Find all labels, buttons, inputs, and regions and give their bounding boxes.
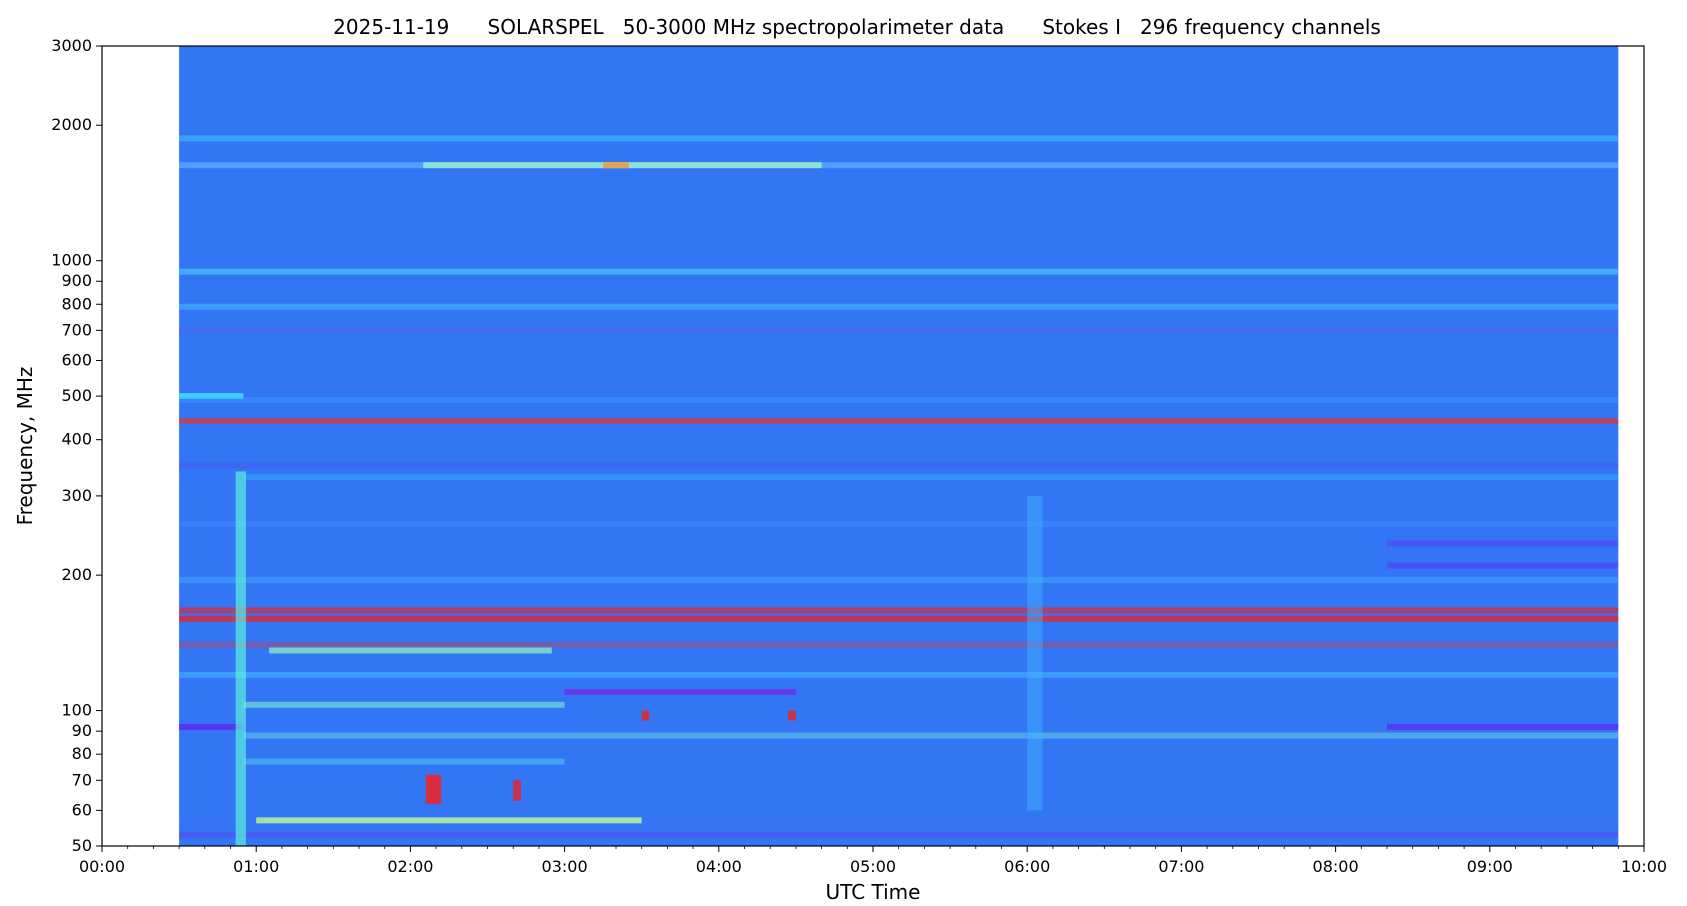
band-feature-18 <box>179 641 1619 648</box>
band-feature-7 <box>179 393 244 400</box>
band-feature-23 <box>179 723 244 730</box>
y-tick-label-1: 60 <box>72 800 92 819</box>
y-tick-label-13: 900 <box>61 271 92 290</box>
x-tick-label-5: 05:00 <box>850 857 896 876</box>
band-feature-0 <box>179 135 1619 142</box>
y-tick-label-2: 70 <box>72 770 92 789</box>
band-feature-17 <box>179 615 1619 622</box>
heatmap-background <box>179 46 1619 846</box>
band-feature-13 <box>1387 540 1619 547</box>
y-tick-label-10: 600 <box>61 350 92 369</box>
x-axis: 00:00 01:00 02:00 03:00 04:00 05:00 06:00 07:00… <box>79 846 1667 876</box>
y-tick-label-5: 100 <box>61 701 92 720</box>
x-tick-label-6: 06:00 <box>1004 857 1050 876</box>
y-tick-label-4: 90 <box>72 721 92 740</box>
band-feature-9 <box>179 418 1619 425</box>
y-tick-label-6: 200 <box>61 565 92 584</box>
band-feature-16 <box>179 607 1619 614</box>
x-tick-label-4: 04:00 <box>696 857 742 876</box>
y-tick-label-14: 1000 <box>51 251 92 270</box>
band-feature-14 <box>1387 562 1619 569</box>
band-feature-4 <box>179 268 1619 275</box>
band-feature-21 <box>564 688 796 695</box>
x-tick-label-7: 07:00 <box>1158 857 1204 876</box>
band-feature-11 <box>243 474 1619 481</box>
y-tick-label-11: 700 <box>61 320 92 339</box>
x-tick-label-1: 01:00 <box>233 857 279 876</box>
x-tick-label-10: 10:00 <box>1621 857 1667 876</box>
x-tick-label-2: 02:00 <box>387 857 433 876</box>
burst-feature-30 <box>425 774 442 804</box>
band-feature-8 <box>179 397 1619 404</box>
band-feature-25 <box>243 732 1619 739</box>
y-tick-label-3: 80 <box>72 744 92 763</box>
burst-feature-32 <box>641 710 650 721</box>
heatmap-layer <box>179 46 1619 846</box>
band-feature-5 <box>179 303 1619 310</box>
chart-title: 2025-11-19 SOLARSPEL 50-3000 MHz spectro… <box>333 15 1381 39</box>
x-tick-label-9: 09:00 <box>1467 857 1513 876</box>
burst-feature-31 <box>513 780 521 801</box>
band-feature-20 <box>179 671 1619 678</box>
y-axis-label: Frequency, MHz <box>13 367 37 526</box>
burst-feature-29 <box>235 471 246 846</box>
band-feature-10 <box>179 462 1619 469</box>
band-feature-28 <box>179 831 1619 838</box>
x-axis-label: UTC Time <box>826 880 921 904</box>
band-feature-22 <box>243 701 565 708</box>
burst-feature-33 <box>788 710 796 721</box>
band-feature-15 <box>179 577 1619 584</box>
y-tick-label-12: 800 <box>61 294 92 313</box>
band-feature-24 <box>1387 723 1619 730</box>
burst-feature-34 <box>1027 495 1043 811</box>
y-tick-label-0: 50 <box>72 836 92 855</box>
band-feature-19 <box>269 647 552 654</box>
band-feature-26 <box>243 758 565 765</box>
y-tick-label-9: 500 <box>61 386 92 405</box>
y-tick-label-7: 300 <box>61 486 92 505</box>
band-feature-12 <box>179 520 1619 527</box>
band-feature-3 <box>603 162 629 169</box>
y-tick-label-15: 2000 <box>51 115 92 134</box>
band-feature-1 <box>179 162 1619 169</box>
y-tick-label-16: 3000 <box>51 36 92 55</box>
y-tick-label-8: 400 <box>61 430 92 449</box>
x-tick-label-8: 08:00 <box>1313 857 1359 876</box>
band-feature-27 <box>256 817 642 824</box>
band-feature-6 <box>179 327 1619 334</box>
x-tick-label-3: 03:00 <box>542 857 588 876</box>
x-tick-label-0: 00:00 <box>79 857 125 876</box>
